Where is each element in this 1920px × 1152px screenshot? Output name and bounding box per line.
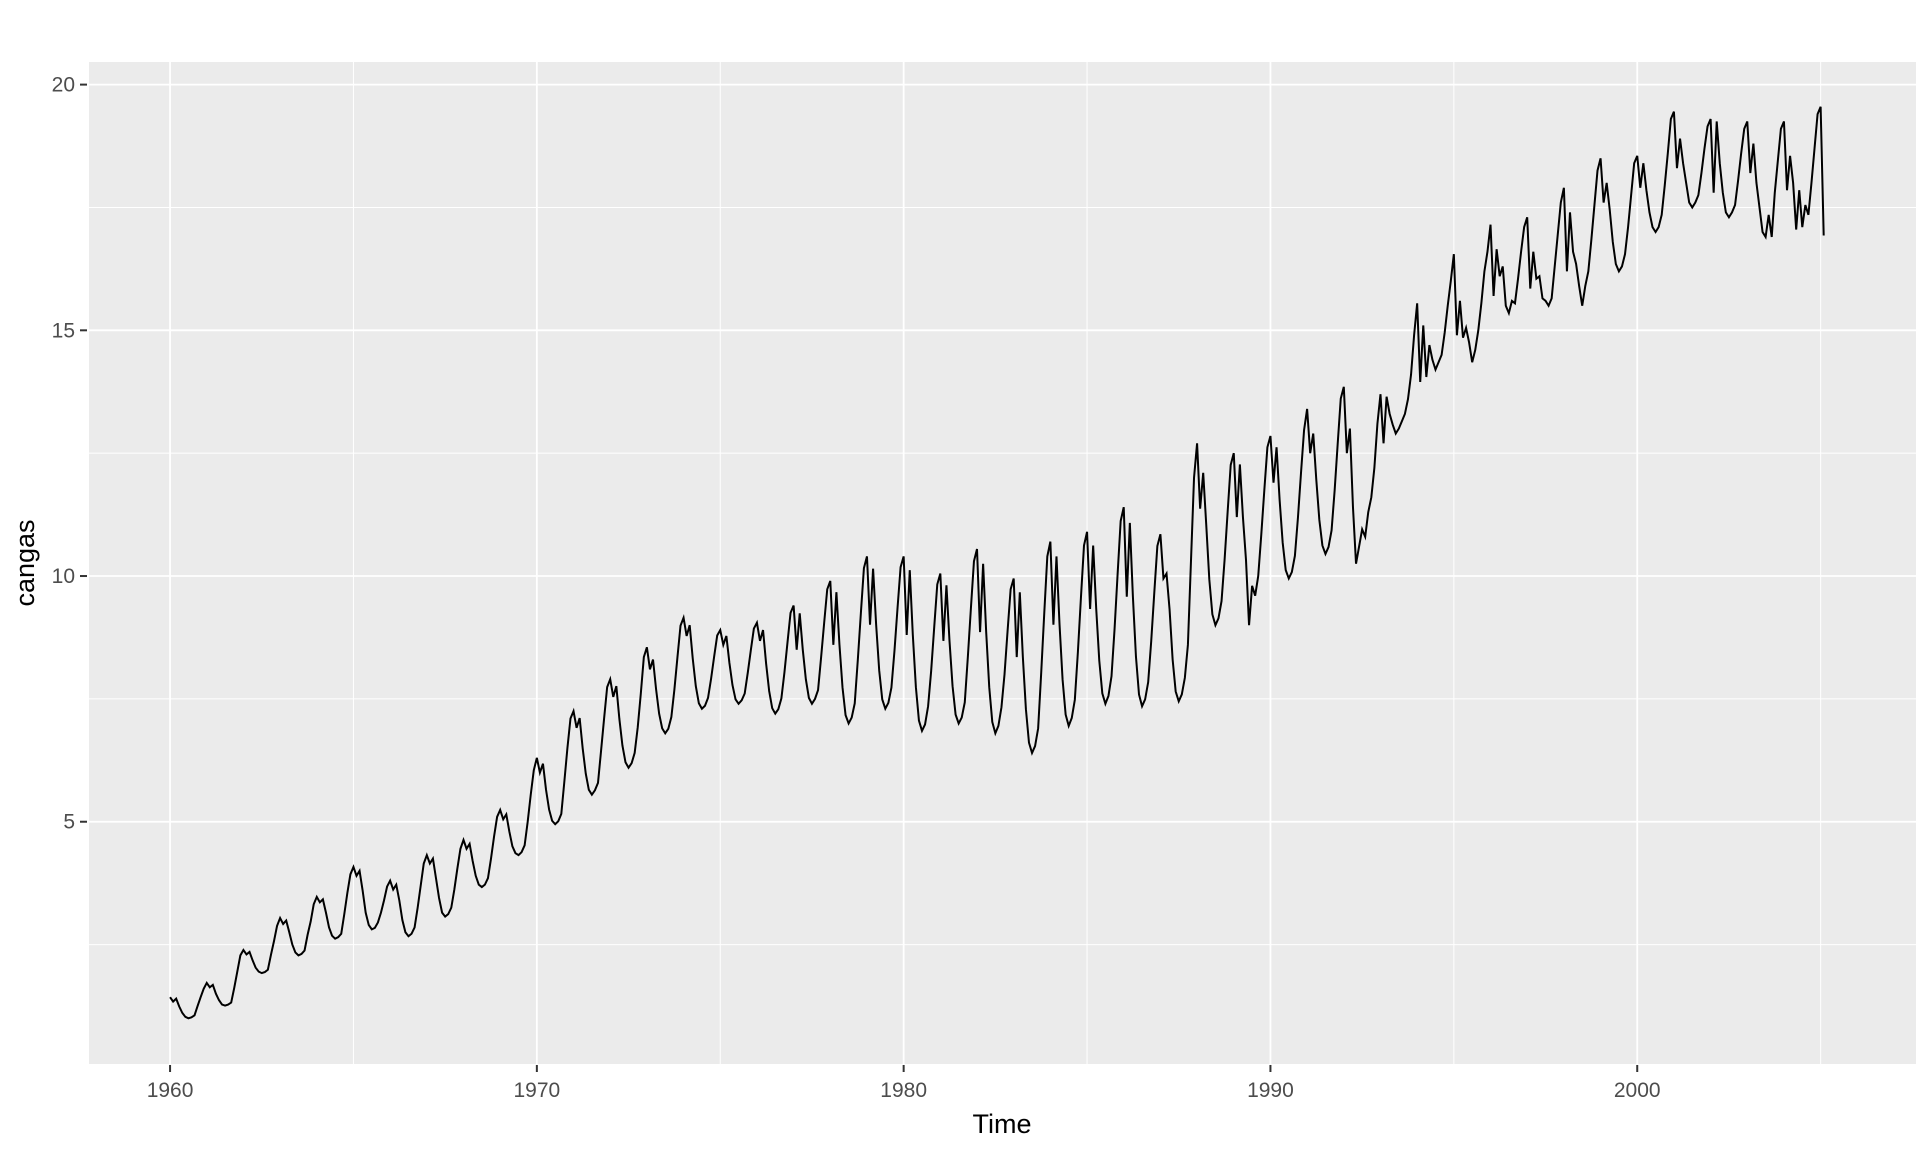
y-tick-label: 15 <box>52 319 75 342</box>
axis-tick-labels: 1960 1970 1980 1990 2000 5 10 15 20 <box>52 74 1661 1102</box>
panel-background <box>89 62 1916 1064</box>
y-axis-title: cangas <box>10 519 40 606</box>
y-tick-label: 20 <box>52 74 75 97</box>
x-tick-label: 2000 <box>1614 1079 1661 1102</box>
y-tick-label: 5 <box>63 811 75 834</box>
cangas-series-line <box>169 106 1825 1020</box>
gridlines <box>89 62 1916 1064</box>
series-layer <box>169 106 1825 1020</box>
axis-ticks <box>80 83 1639 1072</box>
plot-panel <box>89 62 1916 1064</box>
x-axis-title: Time <box>973 1109 1032 1139</box>
x-tick-label: 1990 <box>1247 1079 1294 1102</box>
x-tick-label: 1980 <box>880 1079 927 1102</box>
y-tick-label: 10 <box>52 565 75 588</box>
x-tick-label: 1970 <box>513 1079 560 1102</box>
x-tick-label: 1960 <box>147 1079 194 1102</box>
